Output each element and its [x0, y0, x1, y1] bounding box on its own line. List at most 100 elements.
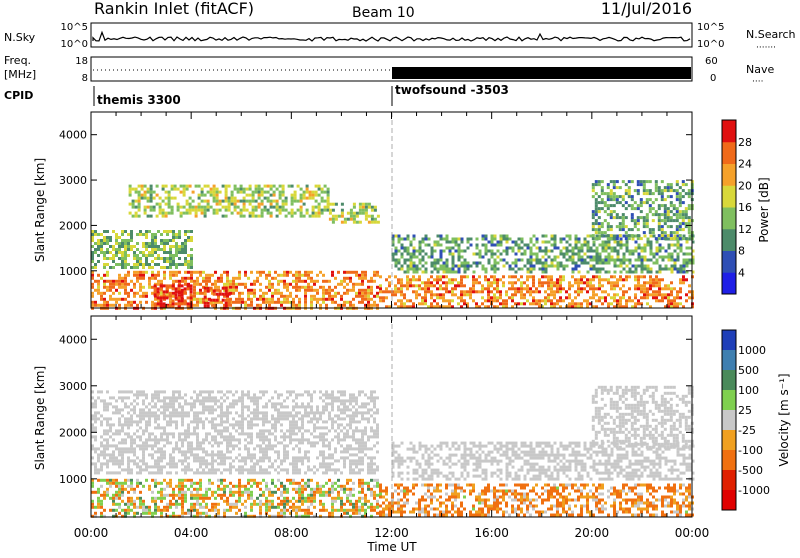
velocity-echo-cell [277, 402, 280, 405]
power-echo-cell [195, 206, 198, 209]
power-echo-cell [590, 268, 593, 271]
power-echo-cell [280, 295, 283, 298]
velocity-echo-cell [115, 429, 118, 432]
power-echo-cell [349, 271, 352, 274]
velocity-echo-cell [166, 435, 169, 438]
power-echo-cell [625, 302, 628, 305]
power-echo-cell [264, 197, 267, 200]
power-echo-cell [404, 250, 407, 253]
velocity-echo-cell [208, 420, 211, 423]
velocity-echo-cell [181, 509, 184, 512]
power-echo-cell [424, 293, 427, 296]
power-echo-cell [148, 251, 151, 254]
power-echo-cell [548, 241, 551, 244]
power-echo-cell [270, 203, 273, 206]
power-echo-cell [219, 203, 222, 206]
power-echo-cell [434, 268, 437, 271]
power-echo-cell [373, 274, 376, 277]
velocity-echo-cell [220, 432, 223, 435]
power-echo-cell [595, 287, 598, 290]
power-echo-cell [298, 277, 301, 280]
power-echo-cell [539, 247, 542, 250]
velocity-echo-cell [115, 485, 118, 488]
power-echo-cell [665, 265, 668, 268]
velocity-echo-cell [172, 396, 175, 399]
power-echo-cell [634, 219, 637, 222]
power-echo-cell [160, 248, 163, 251]
freq-tick-high: 18 [75, 56, 88, 67]
velocity-echo-cell [274, 444, 277, 447]
power-echo-cell [148, 254, 151, 257]
power-echo-cell [505, 299, 508, 302]
velocity-echo-cell [127, 447, 130, 450]
power-echo-cell [241, 292, 244, 295]
power-echo-cell [440, 235, 443, 238]
power-echo-cell [160, 299, 163, 302]
velocity-echo-cell [217, 494, 220, 497]
power-echo-cell [350, 209, 353, 212]
power-echo-cell [578, 256, 581, 259]
velocity-echo-cell [298, 485, 301, 488]
velocity-echo-cell [97, 447, 100, 450]
power-echo-cell [307, 289, 310, 292]
power-echo-cell [545, 268, 548, 271]
power-echo-cell [494, 265, 497, 268]
velocity-echo-cell [106, 417, 109, 420]
velocity-echo-cell [154, 450, 157, 453]
velocity-echo-cell [262, 494, 265, 497]
velocity-echo-cell [202, 399, 205, 402]
power-echo-cell [187, 263, 190, 266]
velocity-echo-cell [193, 459, 196, 462]
velocity-echo-cell [199, 420, 202, 423]
velocity-echo-cell [136, 479, 139, 482]
power-echo-cell [661, 228, 664, 231]
velocity-echo-cell [274, 423, 277, 426]
power-echo-cell [530, 265, 533, 268]
power-echo-cell [628, 287, 631, 290]
velocity-echo-cell [343, 491, 346, 494]
power-echo-cell [106, 239, 109, 242]
power-echo-cell [455, 241, 458, 244]
power-echo-cell [154, 248, 157, 251]
power-echo-cell [664, 210, 667, 213]
power-echo-cell [604, 192, 607, 195]
power-echo-cell [416, 250, 419, 253]
velocity-echo-cell [109, 444, 112, 447]
power-echo-cell [189, 206, 192, 209]
velocity-echo-cell [151, 512, 154, 515]
velocity-echo-cell [145, 438, 148, 441]
velocity-echo-cell [142, 402, 145, 405]
velocity-echo-cell [97, 503, 100, 506]
power-echo-cell [596, 259, 599, 262]
power-echo-cell [112, 254, 115, 257]
velocity-echo-cell [241, 399, 244, 402]
velocity-echo-cell [109, 417, 112, 420]
velocity-echo-cell [139, 468, 142, 471]
power-echo-cell [670, 293, 673, 296]
beam-title: Beam 10 [352, 5, 415, 21]
velocity-echo-cell [103, 444, 106, 447]
power-echo-cell [379, 275, 382, 278]
velocity-echo-cell [118, 488, 121, 491]
power-echo-cell [121, 266, 124, 269]
power-echo-cell [267, 185, 270, 188]
power-echo-cell [607, 281, 610, 284]
power-echo-cell [484, 278, 487, 281]
velocity-echo-cell [238, 447, 241, 450]
velocity-echo-cell [268, 429, 271, 432]
power-echo-cell [616, 237, 619, 240]
power-echo-cell [225, 287, 228, 290]
velocity-echo-cell [250, 506, 253, 509]
power-echo-cell [655, 198, 658, 201]
velocity-echo-cell [175, 414, 178, 417]
velocity-echo-cell [127, 471, 130, 474]
power-echo-cell [580, 287, 583, 290]
power-echo-cell [103, 236, 106, 239]
power-echo-cell [511, 287, 514, 290]
power-echo-cell [321, 197, 324, 200]
power-echo-cell [679, 287, 682, 290]
power-echo-cell [649, 180, 652, 183]
power-echo-cell [529, 290, 532, 293]
velocity-echo-cell [295, 482, 298, 485]
power-echo-cell [142, 242, 145, 245]
